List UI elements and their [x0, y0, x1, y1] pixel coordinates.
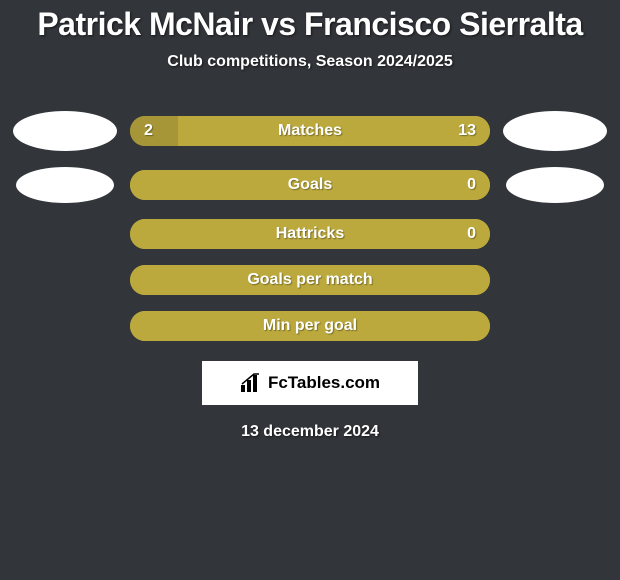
- stat-label: Hattricks: [130, 225, 490, 243]
- branding-badge: FcTables.com: [202, 361, 418, 405]
- season-subtitle: Club competitions, Season 2024/2025: [0, 53, 620, 71]
- stat-label: Goals: [130, 176, 490, 194]
- stat-value-left: 2: [144, 122, 153, 140]
- stat-bar: Goals per match: [130, 265, 490, 295]
- snapshot-date: 13 december 2024: [0, 423, 620, 441]
- stat-bar: Hattricks0: [130, 219, 490, 249]
- stat-value-right: 13: [458, 122, 476, 140]
- branding-text: FcTables.com: [268, 373, 380, 393]
- stat-row: Goals per match: [10, 265, 610, 295]
- stat-label: Goals per match: [130, 271, 490, 289]
- stat-bar: Min per goal: [130, 311, 490, 341]
- stat-row: Hattricks0: [10, 219, 610, 249]
- stat-bar: Matches2 13: [130, 116, 490, 146]
- stat-label: Matches: [130, 122, 490, 140]
- player-avatar-left: [13, 111, 117, 151]
- player-avatar-right: [503, 111, 607, 151]
- bars-icon: [240, 373, 262, 393]
- stat-bar: Goals0: [130, 170, 490, 200]
- avatar-slot-right: [500, 111, 610, 151]
- stat-label: Min per goal: [130, 317, 490, 335]
- stat-row: Matches2 13: [10, 111, 610, 151]
- stat-value-right: 0: [467, 176, 476, 194]
- page-title: Patrick McNair vs Francisco Sierralta: [0, 0, 620, 43]
- avatar-slot-left: [10, 167, 120, 203]
- avatar-slot-right: [500, 167, 610, 203]
- comparison-rows: Matches213Goals0Hattricks0Goals per matc…: [0, 111, 620, 341]
- team-avatar-left: [16, 167, 114, 203]
- team-avatar-right: [506, 167, 604, 203]
- stat-value-right: 0: [467, 225, 476, 243]
- avatar-slot-left: [10, 111, 120, 151]
- stat-row: Min per goal: [10, 311, 610, 341]
- stat-row: Goals0: [10, 167, 610, 203]
